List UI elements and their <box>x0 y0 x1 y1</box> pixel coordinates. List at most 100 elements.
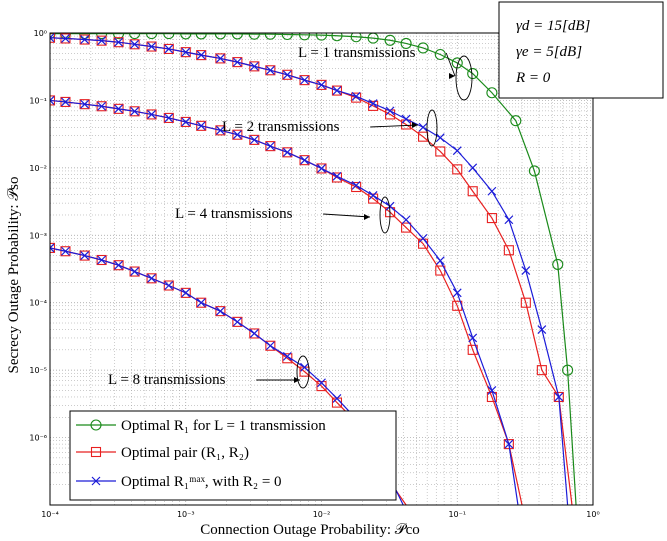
data-point <box>282 147 292 157</box>
data-point <box>521 266 531 275</box>
data-point <box>264 33 276 40</box>
data-point <box>196 121 206 131</box>
data-point <box>146 109 157 120</box>
x-tick-label: 10⁻⁴ <box>41 510 59 519</box>
data-point <box>232 130 242 140</box>
data-point <box>385 106 395 116</box>
data-point <box>163 280 174 291</box>
data-point <box>317 80 326 90</box>
data-point <box>331 85 343 96</box>
data-point <box>130 267 140 276</box>
data-point <box>265 141 276 152</box>
data-point <box>96 254 107 266</box>
params-box: γd = 15[dB] γe = 5[dB] R = 0 <box>498 1 664 99</box>
data-point <box>50 243 55 253</box>
data-point <box>317 164 326 173</box>
data-point <box>181 117 191 127</box>
data-point <box>80 99 90 109</box>
data-point <box>401 119 412 130</box>
data-point <box>368 99 378 108</box>
data-point <box>281 33 293 41</box>
data-point <box>536 365 547 376</box>
data-point <box>249 61 260 72</box>
data-point <box>452 288 462 298</box>
annotation-L4: L = 4 transmissions <box>175 196 391 234</box>
data-point <box>196 50 206 60</box>
data-point <box>300 155 309 165</box>
data-point <box>265 341 275 351</box>
series-blue <box>50 243 404 505</box>
data-point <box>552 258 564 270</box>
data-point <box>385 201 395 211</box>
x-tick-label: 10⁻² <box>313 510 331 519</box>
data-point <box>300 75 309 85</box>
data-point <box>418 122 428 132</box>
annotation-label: L = 8 transmissions <box>108 372 226 388</box>
data-point <box>50 96 55 105</box>
data-point <box>232 57 242 67</box>
annotation-arrow <box>323 213 371 218</box>
y-tick-label: 10⁻⁴ <box>29 299 47 308</box>
data-point <box>510 115 522 127</box>
data-point <box>332 171 342 181</box>
data-point <box>332 394 342 403</box>
data-point <box>231 33 243 40</box>
data-point <box>300 362 309 372</box>
data-point <box>249 61 259 71</box>
data-point <box>129 266 140 277</box>
data-point <box>61 97 70 107</box>
data-point <box>196 120 207 131</box>
param-gamma-e: γe = 5[dB] <box>516 44 582 60</box>
data-layer <box>50 33 577 505</box>
data-point <box>147 42 156 51</box>
data-point <box>164 281 174 290</box>
data-point <box>60 246 71 257</box>
y-tick-label: 10⁻¹ <box>29 96 47 105</box>
param-gamma-d: γd = 15[dB] <box>516 18 591 34</box>
annotation-arrow <box>370 124 419 128</box>
x-tick-label: 10⁻¹ <box>448 510 466 519</box>
data-point <box>232 317 242 327</box>
data-point <box>114 260 123 270</box>
data-point <box>316 79 327 90</box>
data-point <box>79 33 91 40</box>
legend-item-blue: Optimal R₁ᵐᵃˣ, with R₂ = 0 <box>76 474 282 490</box>
data-point <box>249 134 260 145</box>
data-point <box>146 273 157 284</box>
data-point <box>299 155 310 166</box>
data-point <box>452 164 463 175</box>
data-point <box>249 328 260 339</box>
data-point <box>129 33 141 40</box>
data-point <box>316 381 327 392</box>
data-point <box>215 306 225 316</box>
data-point <box>248 33 260 40</box>
data-point <box>401 114 411 124</box>
annotation-L1: L = 1 transmissions <box>298 45 473 101</box>
data-point <box>130 106 140 116</box>
data-point <box>317 378 326 388</box>
data-point <box>180 287 191 298</box>
data-point <box>79 250 90 261</box>
data-point <box>61 246 70 256</box>
data-point <box>435 265 446 276</box>
data-point <box>129 106 140 117</box>
series-blue <box>50 33 569 505</box>
data-point <box>299 75 310 86</box>
data-point <box>528 165 540 177</box>
data-point <box>487 186 497 196</box>
data-point <box>265 141 275 151</box>
data-point <box>249 329 259 338</box>
data-point <box>351 181 362 193</box>
data-point <box>351 91 361 101</box>
annotation-ellipse <box>296 355 310 389</box>
data-point <box>435 133 445 143</box>
data-point <box>147 273 156 283</box>
data-point <box>332 86 342 95</box>
data-point <box>50 33 55 43</box>
annotation-L2: L = 2 transmissions <box>222 109 438 147</box>
data-point <box>351 180 361 190</box>
data-point <box>113 33 125 40</box>
data-point <box>195 33 207 40</box>
data-point <box>232 57 243 68</box>
